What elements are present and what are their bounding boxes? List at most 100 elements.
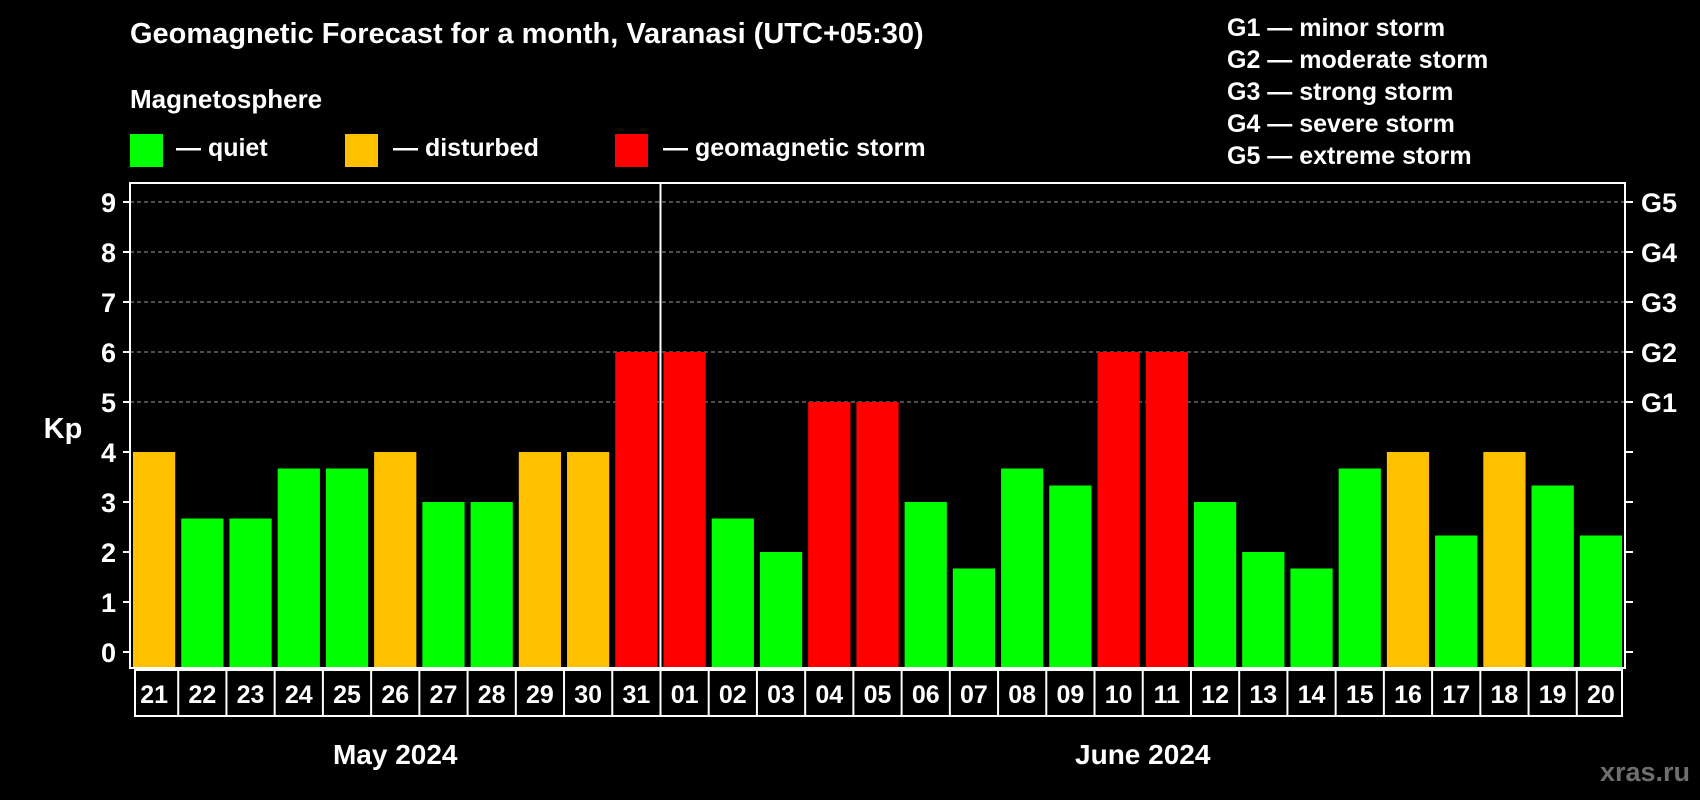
x-tick-label: 06 (912, 681, 940, 709)
x-tick-label: 07 (960, 681, 988, 709)
kp-bar (133, 452, 176, 667)
x-label-row (134, 669, 1623, 717)
x-tick-label: 31 (622, 681, 650, 709)
kp-bar (1579, 535, 1622, 667)
x-tick-label: 12 (1201, 681, 1229, 709)
y-tick-label: 1 (101, 588, 116, 618)
legend-label-quiet: — quiet (176, 134, 268, 162)
x-tick-label: 13 (1249, 681, 1277, 709)
x-tick-label: 14 (1298, 681, 1326, 709)
kp-bar (567, 452, 610, 667)
g-scale-label: G3 (1641, 288, 1677, 318)
y-tick-label: 7 (101, 288, 116, 318)
month-label: June 2024 (1075, 739, 1211, 770)
chart-title: Geomagnetic Forecast for a month, Varana… (130, 18, 924, 50)
g-scale-item: G3 — strong storm (1227, 78, 1454, 106)
x-tick-label: 29 (526, 681, 554, 709)
g-scale-label: G5 (1641, 188, 1677, 218)
y-tick-label: 6 (101, 338, 116, 368)
legend-label-storm: — geomagnetic storm (663, 134, 926, 162)
x-tick-label: 05 (864, 681, 892, 709)
y-tick-label: 0 (101, 638, 116, 668)
kp-bar (229, 518, 272, 667)
grid-lines (130, 201, 1625, 403)
kp-bar (1193, 502, 1237, 667)
g-scale-legend: G1 — minor storm G2 — moderate storm G3 … (1227, 12, 1488, 172)
kp-bar (1001, 468, 1044, 667)
x-tick-label: 30 (574, 681, 602, 709)
x-tick-label: 09 (1056, 681, 1084, 709)
g-scale-item: G1 — minor storm (1227, 14, 1446, 42)
plot-frame (129, 182, 1626, 669)
kp-bar (711, 518, 754, 667)
kp-bar (374, 452, 417, 667)
kp-bar (904, 502, 947, 667)
x-tick-label: 19 (1539, 681, 1567, 709)
y-tick-label: 2 (101, 538, 116, 568)
kp-bar (1386, 452, 1430, 667)
g-scale-label: G2 (1641, 338, 1677, 368)
kp-bar (615, 352, 658, 667)
kp-bar (1483, 452, 1526, 667)
x-tick-label: 18 (1491, 681, 1519, 709)
kp-bar (1242, 552, 1285, 667)
legend-swatch-quiet (130, 134, 163, 167)
x-tick-label: 25 (333, 681, 361, 709)
x-tick-label: 01 (671, 681, 699, 709)
y-tick-label: 9 (101, 188, 116, 218)
g-scale-label: G4 (1641, 238, 1677, 268)
y-tick-label: 3 (101, 488, 116, 518)
g-scale-item: G2 — moderate storm (1227, 46, 1489, 74)
x-tick-label: 26 (381, 681, 409, 709)
kp-bar (1049, 485, 1092, 667)
kp-bar (325, 468, 369, 667)
x-tick-label: 15 (1346, 681, 1374, 709)
g-scale-item: G5 — extreme storm (1227, 142, 1472, 170)
x-tick-label: 21 (140, 681, 168, 709)
kp-bar (856, 402, 899, 667)
kp-bar (1435, 535, 1478, 667)
kp-bar (1290, 568, 1333, 667)
axes (123, 182, 1633, 717)
kp-bar (470, 502, 513, 667)
x-tick-label: 28 (478, 681, 506, 709)
kp-bar (277, 468, 320, 667)
x-tick-label: 02 (719, 681, 747, 709)
x-tick-label: 22 (188, 681, 216, 709)
legend-swatch-disturbed (345, 134, 378, 167)
kp-bar (181, 518, 224, 667)
x-tick-label: 20 (1587, 681, 1615, 709)
x-tick-label: 04 (815, 681, 843, 709)
kp-bar (952, 568, 996, 667)
kp-bar (1531, 485, 1574, 667)
x-tick-label: 17 (1442, 681, 1470, 709)
y-tick-label: 4 (101, 438, 116, 468)
y-tick-label: 8 (101, 238, 116, 268)
kp-bar (808, 402, 851, 667)
x-tick-label: 10 (1105, 681, 1133, 709)
kp-bar (1338, 468, 1381, 667)
magnetosphere-label: Magnetosphere (130, 84, 323, 114)
x-tick-label: 27 (430, 681, 458, 709)
x-tick-label: 24 (285, 681, 313, 709)
y-axis-label: Kp (44, 413, 83, 445)
kp-bar (1097, 352, 1140, 667)
legend-label-disturbed: — disturbed (393, 134, 539, 162)
kp-bar (518, 452, 562, 667)
g-scale-label: G1 (1641, 388, 1677, 418)
x-tick-label: 11 (1154, 681, 1181, 709)
x-tick-label: 08 (1008, 681, 1036, 709)
watermark: xras.ru (1599, 757, 1690, 787)
kp-bar (663, 352, 706, 667)
kp-bar (759, 552, 803, 667)
x-tick-label: 16 (1394, 681, 1422, 709)
x-tick-label: 23 (237, 681, 265, 709)
kp-bars (133, 352, 1622, 667)
kp-bar (1145, 352, 1188, 667)
g-scale-item: G4 — severe storm (1227, 110, 1455, 138)
kp-bar (422, 502, 465, 667)
x-tick-label: 03 (767, 681, 795, 709)
y-tick-label: 5 (101, 388, 116, 418)
